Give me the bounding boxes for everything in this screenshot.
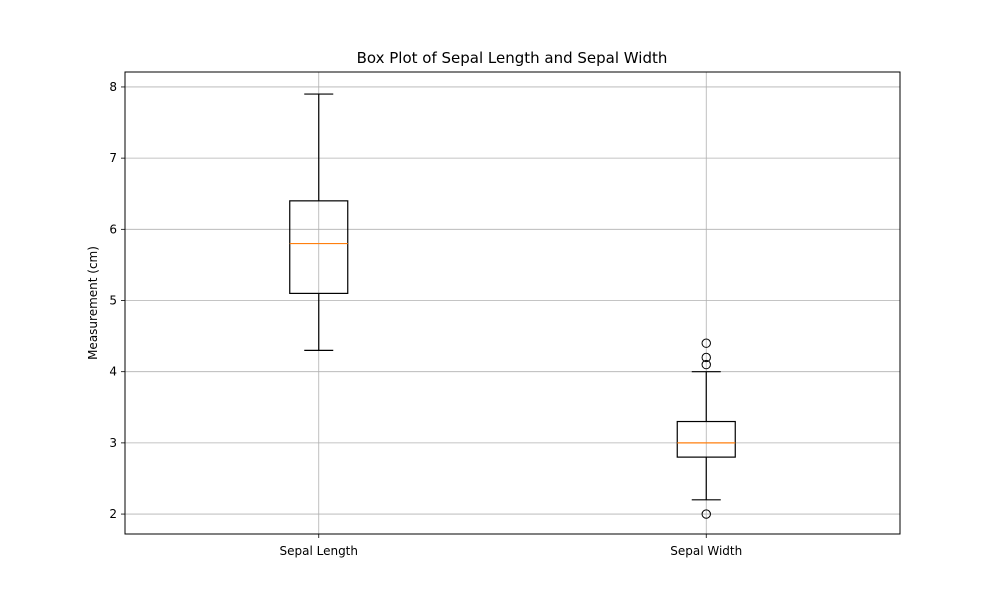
- y-tick-label: 5: [109, 294, 117, 308]
- y-axis-label: Measurement (cm): [86, 246, 100, 360]
- outlier-point: [701, 352, 711, 363]
- box-group: [289, 93, 349, 351]
- y-tick-label: 8: [109, 80, 117, 94]
- x-tick-label: Sepal Length: [279, 544, 358, 558]
- y-tick-label: 6: [109, 222, 117, 236]
- chart-title: Box Plot of Sepal Length and Sepal Width: [357, 49, 668, 67]
- plot-frame: [124, 71, 901, 535]
- outlier-point: [701, 509, 711, 519]
- iqr-box: [676, 420, 736, 458]
- y-tick-label: 4: [109, 365, 117, 379]
- y-tick-label: 7: [109, 151, 117, 165]
- box-layer: [289, 93, 736, 519]
- y-tick-label: 3: [109, 436, 117, 450]
- box-group: [676, 338, 736, 519]
- x-tick-label: Sepal Width: [670, 544, 742, 558]
- grid-layer: [125, 72, 900, 534]
- iqr-box: [289, 200, 349, 294]
- y-tick-label: 2: [109, 507, 117, 521]
- tick-layer: 2 3 4 5 6 7 8 Sepal Length Sepal Width: [109, 80, 742, 558]
- outlier-point: [701, 359, 711, 370]
- outlier-point: [701, 338, 711, 348]
